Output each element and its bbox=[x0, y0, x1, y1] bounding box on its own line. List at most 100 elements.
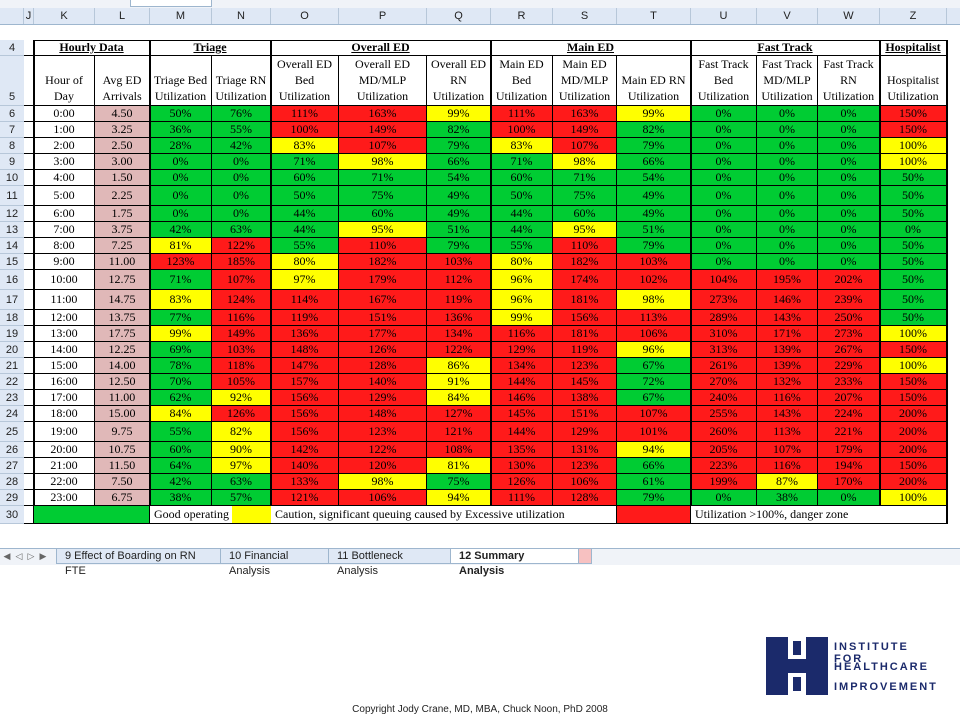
data-cell[interactable]: 100% bbox=[271, 122, 339, 138]
data-cell[interactable]: 118% bbox=[212, 358, 271, 374]
data-cell[interactable]: 151% bbox=[339, 310, 427, 326]
data-cell[interactable]: 179% bbox=[818, 442, 880, 458]
data-cell[interactable]: 98% bbox=[339, 154, 427, 170]
data-cell[interactable]: 86% bbox=[427, 358, 491, 374]
data-cell[interactable]: 50% bbox=[880, 254, 947, 270]
data-cell[interactable]: 14.00 bbox=[95, 358, 150, 374]
data-cell[interactable]: 0% bbox=[691, 206, 757, 222]
data-cell[interactable]: 55% bbox=[491, 238, 553, 254]
data-cell[interactable]: 0% bbox=[691, 238, 757, 254]
data-cell[interactable]: 77% bbox=[150, 310, 212, 326]
data-cell[interactable]: 20:00 bbox=[34, 442, 95, 458]
data-cell[interactable]: 126% bbox=[491, 474, 553, 490]
data-cell[interactable]: 106% bbox=[617, 326, 691, 342]
data-cell[interactable]: 111% bbox=[491, 106, 553, 122]
data-cell[interactable]: 67% bbox=[617, 390, 691, 406]
data-cell[interactable]: 17:00 bbox=[34, 390, 95, 406]
column-letter[interactable]: W bbox=[818, 8, 880, 24]
data-cell[interactable]: 82% bbox=[617, 122, 691, 138]
row-number[interactable]: 21 bbox=[0, 358, 24, 374]
data-cell[interactable]: 0% bbox=[818, 170, 880, 186]
data-cell[interactable]: 310% bbox=[691, 326, 757, 342]
column-letter[interactable]: P bbox=[339, 8, 427, 24]
data-cell[interactable]: 0% bbox=[880, 222, 947, 238]
data-cell[interactable]: 50% bbox=[271, 186, 339, 206]
data-cell[interactable]: 0% bbox=[691, 186, 757, 206]
legend-swatch-green[interactable] bbox=[34, 506, 150, 524]
row-number[interactable]: 14 bbox=[0, 238, 24, 254]
data-cell[interactable]: 136% bbox=[427, 310, 491, 326]
data-cell[interactable]: 7:00 bbox=[34, 222, 95, 238]
data-cell[interactable]: 44% bbox=[271, 222, 339, 238]
data-cell[interactable]: 50% bbox=[880, 270, 947, 290]
column-letter[interactable]: N bbox=[212, 8, 271, 24]
group-header-fast-track[interactable]: Fast Track bbox=[691, 40, 880, 56]
column-header[interactable]: Fast Track MD/MLP Utilization bbox=[757, 56, 818, 106]
data-cell[interactable]: 119% bbox=[553, 342, 617, 358]
data-cell[interactable]: 101% bbox=[617, 422, 691, 442]
data-cell[interactable]: 16:00 bbox=[34, 374, 95, 390]
data-cell[interactable]: 146% bbox=[491, 390, 553, 406]
data-cell[interactable]: 100% bbox=[880, 490, 947, 506]
data-cell[interactable]: 150% bbox=[880, 122, 947, 138]
first-sheet-icon[interactable]: ◀ bbox=[3, 551, 11, 561]
prev-sheet-icon[interactable]: ◁ bbox=[15, 551, 23, 561]
data-cell[interactable]: 4.50 bbox=[95, 106, 150, 122]
data-cell[interactable]: 49% bbox=[617, 206, 691, 222]
data-cell[interactable]: 64% bbox=[150, 458, 212, 474]
row-number[interactable]: 6 bbox=[0, 106, 24, 122]
data-cell[interactable]: 50% bbox=[491, 186, 553, 206]
data-cell[interactable]: 44% bbox=[271, 206, 339, 222]
data-cell[interactable]: 126% bbox=[212, 406, 271, 422]
data-cell[interactable]: 0% bbox=[150, 186, 212, 206]
data-cell[interactable]: 54% bbox=[617, 170, 691, 186]
data-cell[interactable]: 0% bbox=[691, 106, 757, 122]
data-cell[interactable]: 11.00 bbox=[95, 390, 150, 406]
data-cell[interactable]: 104% bbox=[691, 270, 757, 290]
data-cell[interactable]: 0% bbox=[818, 154, 880, 170]
data-cell[interactable]: 0% bbox=[150, 170, 212, 186]
data-cell[interactable]: 142% bbox=[271, 442, 339, 458]
data-cell[interactable]: 150% bbox=[880, 390, 947, 406]
data-cell[interactable]: 98% bbox=[617, 290, 691, 310]
data-cell[interactable]: 113% bbox=[617, 310, 691, 326]
data-cell[interactable]: 0% bbox=[757, 238, 818, 254]
data-cell[interactable]: 75% bbox=[553, 186, 617, 206]
data-cell[interactable]: 207% bbox=[818, 390, 880, 406]
data-cell[interactable]: 260% bbox=[691, 422, 757, 442]
data-cell[interactable]: 113% bbox=[757, 422, 818, 442]
data-cell[interactable]: 136% bbox=[271, 326, 339, 342]
data-cell[interactable]: 22:00 bbox=[34, 474, 95, 490]
data-cell[interactable]: 28% bbox=[150, 138, 212, 154]
data-cell[interactable]: 116% bbox=[757, 458, 818, 474]
data-cell[interactable]: 229% bbox=[818, 358, 880, 374]
data-cell[interactable]: 91% bbox=[427, 374, 491, 390]
data-cell[interactable]: 61% bbox=[617, 474, 691, 490]
data-cell[interactable]: 0% bbox=[150, 154, 212, 170]
column-header[interactable]: Fast Track RN Utilization bbox=[818, 56, 880, 106]
data-cell[interactable]: 111% bbox=[491, 490, 553, 506]
data-cell[interactable]: 200% bbox=[880, 442, 947, 458]
data-cell[interactable]: 103% bbox=[212, 342, 271, 358]
data-cell[interactable]: 174% bbox=[553, 270, 617, 290]
data-cell[interactable]: 123% bbox=[553, 458, 617, 474]
column-header[interactable]: Main ED MD/MLP Utilization bbox=[553, 56, 617, 106]
data-cell[interactable]: 105% bbox=[212, 374, 271, 390]
data-cell[interactable]: 70% bbox=[150, 374, 212, 390]
data-cell[interactable]: 149% bbox=[212, 326, 271, 342]
data-cell[interactable]: 9.75 bbox=[95, 422, 150, 442]
data-cell[interactable]: 132% bbox=[757, 374, 818, 390]
data-cell[interactable]: 8:00 bbox=[34, 238, 95, 254]
data-cell[interactable]: 255% bbox=[691, 406, 757, 422]
data-cell[interactable]: 51% bbox=[427, 222, 491, 238]
data-cell[interactable]: 150% bbox=[880, 342, 947, 358]
data-cell[interactable]: 76% bbox=[212, 106, 271, 122]
data-cell[interactable]: 146% bbox=[757, 290, 818, 310]
data-cell[interactable]: 83% bbox=[491, 138, 553, 154]
data-cell[interactable]: 111% bbox=[271, 106, 339, 122]
data-cell[interactable]: 18:00 bbox=[34, 406, 95, 422]
column-header[interactable]: Fast Track Bed Utilization bbox=[691, 56, 757, 106]
data-cell[interactable]: 170% bbox=[818, 474, 880, 490]
data-cell[interactable]: 12.50 bbox=[95, 374, 150, 390]
column-header[interactable]: Triage Bed Utilization bbox=[150, 56, 212, 106]
